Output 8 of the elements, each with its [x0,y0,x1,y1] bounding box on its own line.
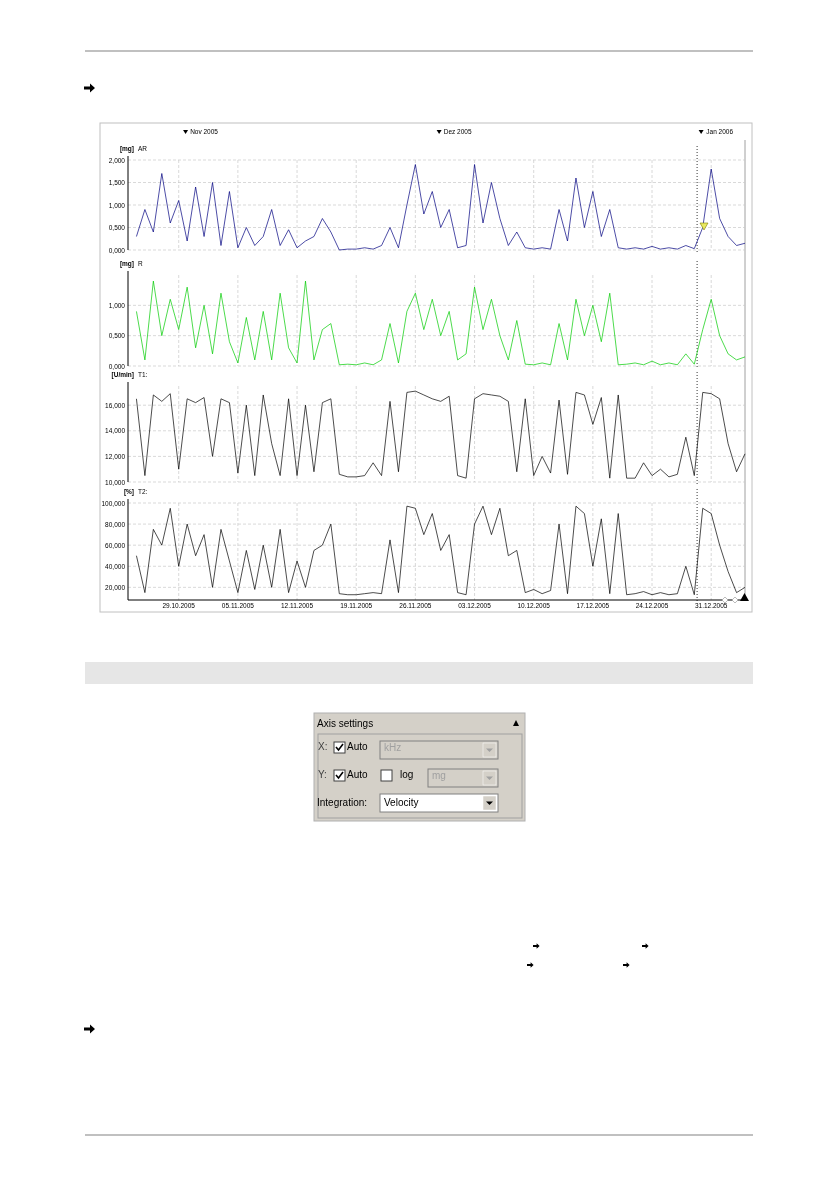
text: X: [318,741,328,752]
text: Axis settings [317,718,374,729]
text: Integration: [317,797,368,808]
text: Auto [347,769,369,780]
text: Velocity [384,797,419,808]
text: Y: [318,769,327,780]
text: Auto [347,741,369,752]
text: log [400,769,414,780]
